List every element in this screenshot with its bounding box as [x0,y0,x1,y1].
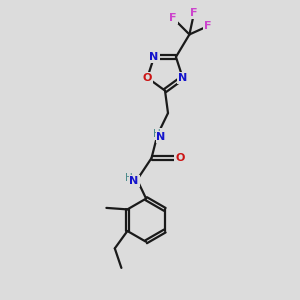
Text: F: F [190,8,198,19]
Text: F: F [169,13,177,23]
Text: N: N [130,176,139,186]
Text: O: O [175,153,184,163]
Text: N: N [149,52,159,62]
Text: N: N [178,73,187,83]
Text: F: F [204,21,212,31]
Text: H: H [153,129,161,139]
Text: O: O [142,73,152,83]
Text: N: N [157,132,166,142]
Text: H: H [125,173,133,183]
